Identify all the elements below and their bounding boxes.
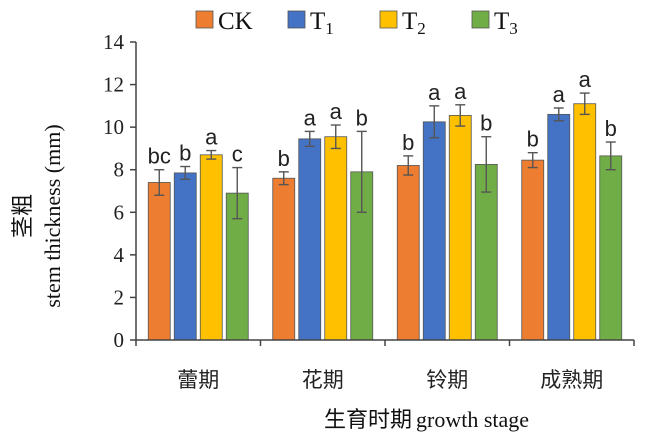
x-category-label: 成熟期 [540,368,603,392]
x-category-label: 蕾期 [177,368,219,392]
significance-label: b [527,127,539,152]
significance-label: a [428,80,441,105]
bar [324,136,348,341]
y-axis-title-en: stem thickness (mm) [40,124,65,307]
y-tick-label: 8 [114,158,125,182]
x-axis: 蕾期 花期 铃期 成熟期 [135,339,635,392]
significance-label: a [579,67,592,92]
significance-label: a [330,99,343,124]
y-tick-label: 4 [114,243,125,267]
significance-label: b [605,116,617,141]
significance-label: a [304,105,317,130]
y-axis: 0 2 4 6 8 10 12 14 [103,30,137,352]
bar [298,138,322,341]
legend-swatch [195,10,214,29]
x-axis-title-cn: 生育时期 [324,408,412,433]
legend-swatch [287,10,306,29]
significance-label: bc [148,144,171,169]
legend-swatch [379,10,398,29]
bar [448,115,472,341]
bar [521,159,545,341]
bar [573,103,597,341]
x-axis-title-en: growth stage [416,407,529,432]
legend-label: T1 [310,8,334,38]
y-tick-label: 2 [114,285,125,309]
bar [599,155,623,341]
legend-swatch [471,10,490,29]
significance-label: b [356,105,368,130]
y-tick-label: 6 [114,200,125,224]
x-category-label: 铃期 [426,368,468,392]
x-category-label: 花期 [302,368,344,392]
y-tick-label: 0 [114,328,125,352]
bar [173,172,197,341]
y-axis-title-cn: 茎粗 [11,194,36,238]
significance-label: b [402,130,414,155]
significance-label: b [480,111,492,136]
significance-label: a [205,125,218,150]
legend-label: T3 [494,8,518,38]
legend-label: T2 [402,8,426,38]
y-tick-label: 14 [103,30,125,54]
significance-label: b [278,146,290,171]
significance-label: a [454,79,467,104]
bar [547,113,571,341]
bar [147,182,171,341]
bar [422,121,446,341]
y-tick-label: 10 [103,115,124,139]
bar [396,165,420,341]
significance-label: c [232,142,243,167]
legend-label: CK [218,8,253,35]
significance-label: a [553,82,566,107]
y-tick-label: 12 [103,73,124,97]
bar [199,154,223,341]
legend: CK T1 T2 T3 [195,8,518,38]
significance-label: b [179,141,191,166]
bar [272,177,296,341]
